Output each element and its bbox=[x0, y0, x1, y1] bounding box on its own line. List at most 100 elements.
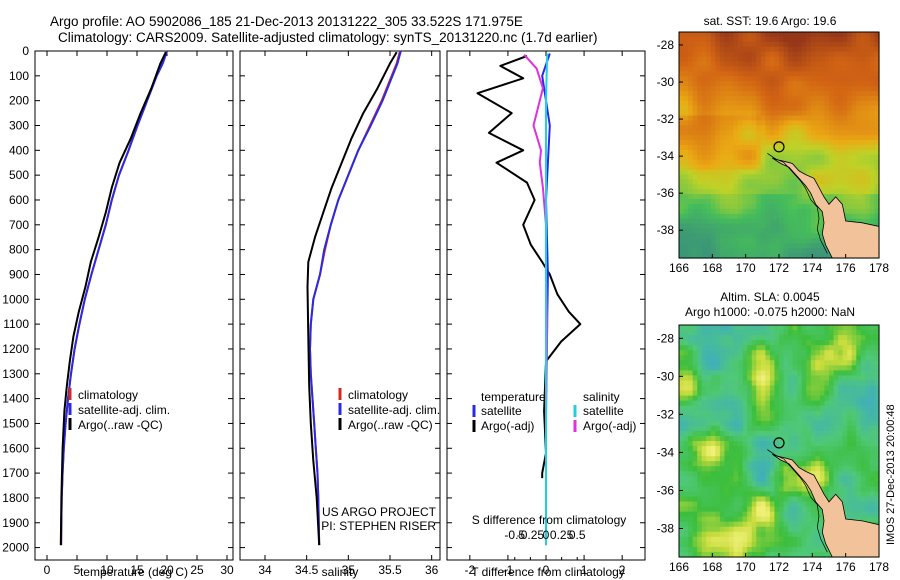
bathymetry-contour bbox=[767, 153, 828, 254]
s-tick-label: -0.25 bbox=[517, 528, 545, 542]
map-x-tick-label: 170 bbox=[736, 560, 756, 574]
y-tick-label: 1800 bbox=[2, 491, 29, 505]
map-x-tick-label: 174 bbox=[802, 261, 822, 275]
y-tick-label: 1900 bbox=[2, 516, 29, 530]
bathymetry-contour bbox=[767, 449, 828, 553]
x-tick-label: 36 bbox=[425, 563, 439, 577]
map-x-tick-label: 166 bbox=[669, 560, 689, 574]
series-line-argo-raw-qc- bbox=[306, 51, 398, 546]
legend-label: Argo(..raw -QC) bbox=[78, 418, 163, 432]
y-tick-label: 0 bbox=[22, 44, 29, 58]
annotation-line: PI: STEPHEN RISER bbox=[321, 519, 436, 533]
x-tick-label: 15 bbox=[130, 563, 144, 577]
y-tick-label: 300 bbox=[9, 118, 29, 132]
y-tick-label: 1300 bbox=[2, 367, 29, 381]
legend-label: Argo(-adj) bbox=[583, 419, 636, 433]
legend-label: Argo(..raw -QC) bbox=[348, 418, 433, 432]
map-2-field bbox=[679, 325, 880, 558]
legend-label: satellite bbox=[481, 404, 522, 418]
map-y-tick-label: -34 bbox=[657, 149, 675, 163]
legend-label: climatology bbox=[348, 388, 408, 402]
series-line-climatology bbox=[60, 50, 168, 546]
series-line-salinity-satellite bbox=[545, 53, 549, 546]
y-tick-label: 800 bbox=[9, 243, 29, 257]
s-tick-label: -0.5 bbox=[504, 528, 525, 542]
y-tick-label: 2000 bbox=[2, 541, 29, 555]
argo-position-marker bbox=[773, 141, 785, 153]
map-x-tick-label: 170 bbox=[736, 261, 756, 275]
map-x-tick-label: 178 bbox=[869, 261, 889, 275]
series-line-argo-raw-qc- bbox=[59, 51, 167, 546]
y-tick-label: 500 bbox=[9, 168, 29, 182]
land-new-zealand-shape bbox=[772, 157, 880, 259]
map-2-title-line-1: Altim. SLA: 0.0045 bbox=[720, 290, 820, 304]
series-line-climatology bbox=[309, 50, 401, 546]
map-x-tick-label: 178 bbox=[869, 560, 889, 574]
x-tick-label: -2 bbox=[465, 563, 476, 577]
x-tick-label: -1 bbox=[503, 563, 514, 577]
map-x-tick-label: 168 bbox=[702, 560, 722, 574]
s-tick-label: 0.5 bbox=[569, 528, 586, 542]
y-tick-label: 600 bbox=[9, 193, 29, 207]
plot-frame-salinity bbox=[239, 50, 441, 561]
x-tick-label: 20 bbox=[160, 563, 174, 577]
map-y-tick-label: -36 bbox=[657, 186, 675, 200]
map-y-tick-label: -38 bbox=[657, 521, 675, 535]
x-tick-label: 30 bbox=[220, 563, 234, 577]
y-tick-label: 400 bbox=[9, 143, 29, 157]
y-tick-label: 1500 bbox=[2, 416, 29, 430]
timestamp-watermark: IMOS 27-Dec-2013 20:00:48 bbox=[885, 404, 897, 545]
header-line-2: Climatology: CARS2009. Satellite-adjuste… bbox=[58, 30, 598, 45]
y-tick-label: 100 bbox=[9, 69, 29, 83]
legend-label: climatology bbox=[78, 388, 138, 402]
map-y-tick-label: -32 bbox=[657, 112, 675, 126]
argo-position-marker bbox=[773, 437, 785, 449]
legend-heading: temperature bbox=[481, 390, 546, 404]
legend-heading: salinity bbox=[583, 390, 620, 404]
plot-frame-temperature bbox=[34, 50, 234, 561]
s-tick-label: 0.25 bbox=[550, 528, 574, 542]
legend-label: satellite bbox=[583, 404, 624, 418]
series-line-satellite-adj-clim- bbox=[309, 50, 402, 546]
x-tick-label: 25 bbox=[190, 563, 204, 577]
map-x-tick-label: 174 bbox=[802, 560, 822, 574]
x-axis-label: T difference from climatology bbox=[471, 565, 625, 579]
y-tick-label: 1000 bbox=[2, 292, 29, 306]
map-1-title: sat. SST: 19.6 Argo: 19.6 bbox=[704, 14, 837, 28]
map-x-tick-label: 176 bbox=[836, 261, 856, 275]
map-y-tick-label: -28 bbox=[657, 331, 675, 345]
map-1-field bbox=[679, 32, 880, 259]
land-new-zealand-shape bbox=[772, 453, 880, 558]
legend-label: satellite-adj. clim. bbox=[78, 403, 170, 417]
map-x-tick-label: 166 bbox=[669, 261, 689, 275]
x-tick-label: 35.5 bbox=[378, 563, 402, 577]
map-x-tick-label: 172 bbox=[769, 261, 789, 275]
series-line-satellite-adj-clim- bbox=[60, 50, 168, 546]
y-tick-label: 1400 bbox=[2, 392, 29, 406]
y-tick-label: 1100 bbox=[3, 317, 29, 331]
series-line-salinity-argo-adj- bbox=[523, 54, 549, 546]
map-2-title-line-2: Argo h1000: -0.075 h2000: NaN bbox=[685, 305, 855, 319]
legend-label: satellite-adj. clim. bbox=[348, 403, 440, 417]
x-tick-label: 10 bbox=[100, 563, 114, 577]
map-y-tick-label: -30 bbox=[657, 369, 675, 383]
map-y-tick-label: -36 bbox=[657, 483, 675, 497]
x-tick-label: 34.5 bbox=[295, 563, 319, 577]
y-tick-label: 700 bbox=[9, 218, 29, 232]
map-x-tick-label: 176 bbox=[836, 560, 856, 574]
y-tick-label: 900 bbox=[9, 267, 29, 281]
map-x-tick-label: 168 bbox=[702, 261, 722, 275]
y-tick-label: 1600 bbox=[2, 441, 29, 455]
annotation-line: US ARGO PROJECT bbox=[322, 505, 437, 519]
x-tick-label: 5 bbox=[74, 563, 81, 577]
s-tick-label: 0 bbox=[543, 528, 550, 542]
y-tick-label: 1700 bbox=[2, 466, 29, 480]
map-y-tick-label: -28 bbox=[657, 38, 675, 52]
x-axis-label: salinity bbox=[322, 565, 359, 579]
s-axis-label: S difference from climatology bbox=[472, 513, 627, 527]
x-tick-label: 1 bbox=[581, 563, 588, 577]
x-axis-label: temperature (deg C) bbox=[80, 565, 188, 579]
y-tick-label: 200 bbox=[9, 94, 29, 108]
map-y-tick-label: -32 bbox=[657, 407, 675, 421]
